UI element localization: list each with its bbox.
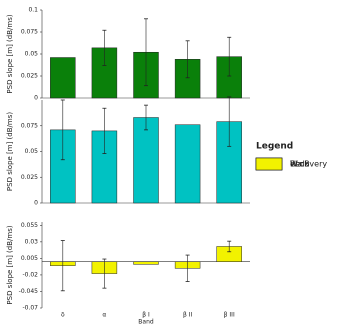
legend-label: eLoB <box>290 160 310 169</box>
y-tick-label: 0.03 <box>25 238 39 245</box>
bar <box>50 57 76 99</box>
legend-title: Legend <box>256 142 293 152</box>
y-tick-label: 0 <box>34 95 38 102</box>
x-tick-label: δ <box>61 312 65 319</box>
x-axis-label: Band <box>138 319 154 324</box>
y-tick-label: 0.1 <box>28 7 38 14</box>
x-tick-label: α <box>102 312 106 319</box>
legend-swatch <box>255 157 283 171</box>
bar <box>133 261 159 265</box>
y-tick-label: 0.025 <box>21 174 38 181</box>
legend-label: Recovery <box>290 160 327 169</box>
bar <box>133 117 159 204</box>
legend-label: Walk <box>290 160 310 169</box>
y-tick-label: 0.05 <box>25 148 39 155</box>
y-tick-label: 0.005 <box>21 255 38 262</box>
y-tick-label: 0 <box>34 200 38 207</box>
y-axis-label: PSD slope [m] (dB/ms) <box>6 225 14 304</box>
y-axis-label: PSD slope [m] (dB/ms) <box>6 14 14 93</box>
x-tick-label: β III <box>224 312 235 319</box>
x-tick-label: β I <box>142 312 150 319</box>
y-tick-label: -0.045 <box>19 288 39 295</box>
y-tick-label: 0.055 <box>21 222 38 229</box>
y-tick-label: -0.02 <box>22 271 38 278</box>
x-tick-label: β II <box>183 312 193 319</box>
bar <box>174 124 201 204</box>
y-tick-label: 0.05 <box>25 51 39 58</box>
y-tick-label: -0.07 <box>22 305 38 312</box>
y-tick-label: 0.075 <box>21 122 38 129</box>
y-tick-label: 0.025 <box>21 73 38 80</box>
y-axis-label: PSD slope [m] (dB/ms) <box>6 112 14 191</box>
y-tick-label: 0.075 <box>21 29 38 36</box>
